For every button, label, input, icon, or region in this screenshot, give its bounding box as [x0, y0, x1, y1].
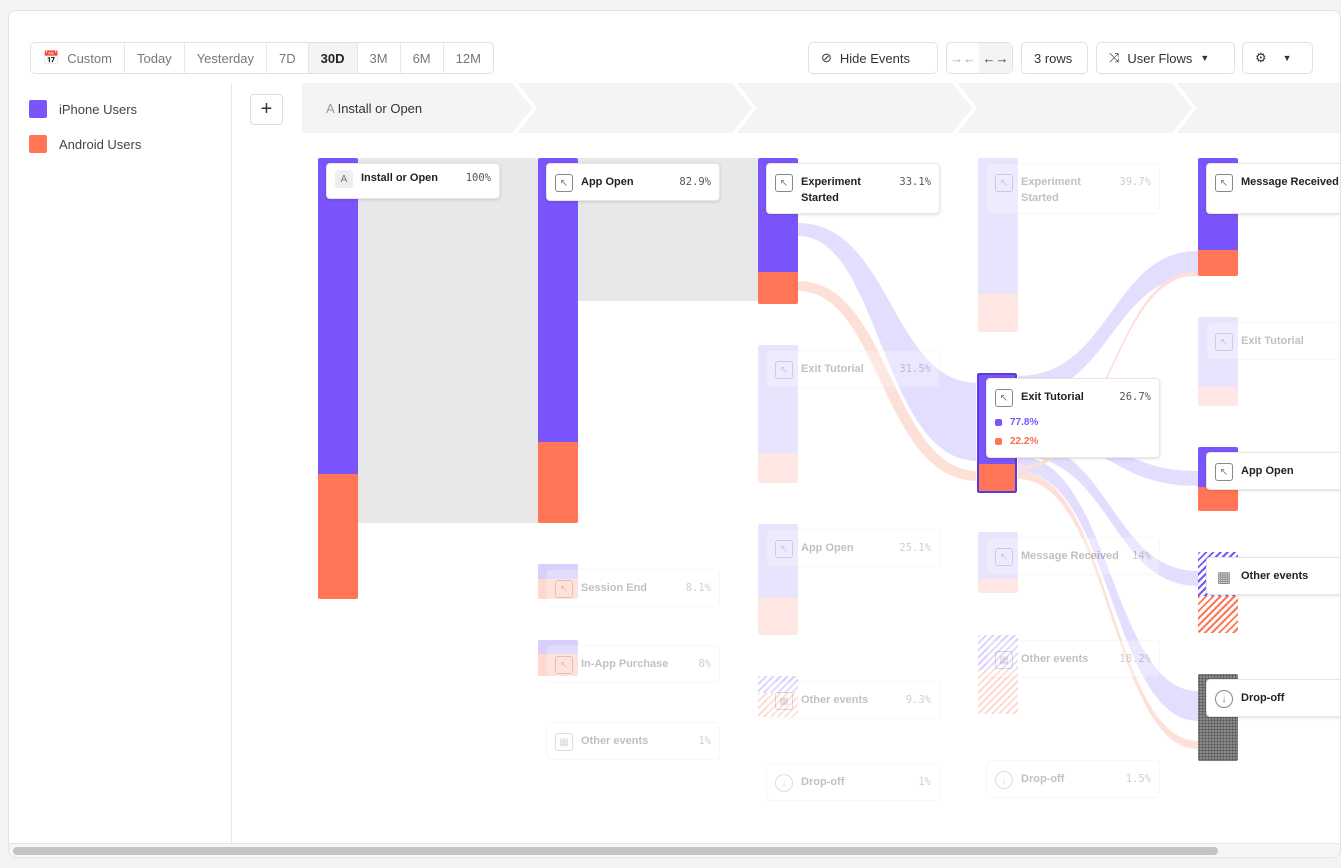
legend-android[interactable]: Android Users	[29, 135, 141, 153]
step-1	[302, 83, 532, 133]
date-range-3m[interactable]: 3M	[358, 43, 401, 73]
cursor-icon: ↖	[1215, 463, 1233, 481]
date-range-7d[interactable]: 7D	[267, 43, 309, 73]
legend-iphone[interactable]: iPhone Users	[29, 100, 137, 118]
cursor-icon: ↖	[775, 174, 793, 192]
cursor-icon: ↖	[555, 174, 573, 192]
expand-toggle: →← ←→	[946, 42, 1013, 74]
grid-icon: ▦	[1216, 569, 1232, 586]
node-bar[interactable]	[758, 676, 798, 717]
node-card[interactable]: ▦ Other events 18.2%	[986, 640, 1160, 678]
cursor-icon: ↖	[995, 174, 1013, 192]
cursor-icon: ↖	[555, 656, 573, 674]
node-card-selected[interactable]: ↖ Exit Tutorial 26.7% 77.8% 22.2%	[986, 378, 1160, 458]
node-card[interactable]: ↓ Drop-off	[1206, 679, 1340, 717]
node-card[interactable]: ↖ In-App Purchase 8%	[546, 645, 720, 683]
node-card[interactable]: ↖ App Open 82.9%	[546, 163, 720, 201]
grid-icon: ▦	[775, 692, 793, 710]
date-range-custom[interactable]: 📅 Custom	[31, 43, 125, 73]
date-range-30d[interactable]: 30D	[308, 43, 358, 73]
eye-off-icon: ⊘	[821, 50, 832, 65]
node-card[interactable]: ↖ Session End 8.1%	[546, 569, 720, 607]
node-card[interactable]: ↖ Message Received	[1206, 163, 1340, 214]
node-card[interactable]: ↖ App Open 25.1%	[766, 529, 940, 567]
add-step-button[interactable]: +	[250, 94, 283, 125]
settings-button[interactable]: ⚙ ▼	[1242, 42, 1313, 74]
cursor-icon: ↖	[995, 389, 1013, 407]
node-bar[interactable]	[318, 158, 358, 599]
cursor-icon: ↖	[555, 580, 573, 598]
iphone-share: 77.8%	[995, 417, 1151, 428]
arrow-down-circle-icon: ↓	[1215, 690, 1233, 708]
grid-icon: ▦	[995, 651, 1013, 669]
legend-swatch	[29, 100, 47, 118]
node-card[interactable]: ↖ Experiment Started 33.1%	[766, 163, 940, 214]
node-card[interactable]: ↖ Exit Tutorial	[1206, 322, 1340, 360]
arrow-down-circle-icon: ↓	[775, 774, 793, 792]
node-card[interactable]: ↖ Exit Tutorial 31.5%	[766, 350, 940, 388]
step-header	[302, 83, 1340, 133]
node-bar[interactable]	[758, 524, 798, 635]
arrow-down-circle-icon: ↓	[995, 771, 1013, 789]
legend-swatch	[29, 135, 47, 153]
node-bar[interactable]	[538, 640, 578, 676]
android-share: 22.2%	[995, 436, 1151, 447]
scrollbar-thumb[interactable]	[13, 847, 1218, 855]
step-3	[737, 83, 972, 133]
date-range-today[interactable]: Today	[125, 43, 185, 73]
node-card[interactable]: ▦ Other events 9.3%	[766, 681, 940, 719]
node-card[interactable]: A Install or Open 100%	[326, 163, 500, 199]
cursor-icon: ↖	[775, 361, 793, 379]
node-bar[interactable]	[538, 158, 578, 523]
flows-icon: ⤨	[1109, 50, 1120, 65]
node-bar[interactable]	[538, 564, 578, 599]
step-4	[957, 83, 1192, 133]
node-card[interactable]: ▦ Other events	[1206, 557, 1340, 595]
cursor-icon: ↖	[1215, 333, 1233, 351]
divider	[231, 83, 232, 843]
gear-icon: ⚙	[1255, 50, 1267, 65]
collapse-icon[interactable]: →←	[950, 50, 976, 66]
step-5	[1177, 83, 1340, 133]
hide-events-button[interactable]: ⊘ Hide Events	[808, 42, 938, 74]
calendar-icon: 📅	[43, 50, 60, 65]
chevron-down-icon: ▼	[1200, 53, 1210, 63]
node-card[interactable]: ↖ App Open	[1206, 452, 1340, 490]
node-card[interactable]: ↖ Message Received 14%	[986, 537, 1160, 575]
node-bar[interactable]	[1198, 317, 1238, 406]
date-range-selector: 📅 Custom Today Yesterday 7D 30D 3M 6M 12M	[30, 42, 494, 74]
node-card[interactable]: ↓ Drop-off 1%	[766, 763, 940, 801]
node-card[interactable]: ↓ Drop-off 1.5%	[986, 760, 1160, 798]
step-2	[517, 83, 752, 133]
node-bar[interactable]	[978, 532, 1018, 593]
cursor-icon: ↖	[1215, 174, 1233, 192]
grid-icon: ▦	[555, 733, 573, 751]
event-letter-icon: A	[335, 170, 353, 188]
user-flows-panel: 📅 Custom Today Yesterday 7D 30D 3M 6M 12M…	[8, 10, 1341, 858]
step-1-label[interactable]: A Install or Open	[326, 101, 423, 116]
date-range-yesterday[interactable]: Yesterday	[185, 43, 268, 73]
node-card[interactable]: ↖ Experiment Started 39.7%	[986, 163, 1160, 214]
cursor-icon: ↖	[775, 540, 793, 558]
flow-links	[358, 158, 1198, 749]
rows-button[interactable]: 3 rows	[1021, 42, 1088, 74]
node-bar[interactable]	[978, 158, 1018, 332]
expand-icon[interactable]: ←→	[979, 43, 1012, 73]
cursor-icon: ↖	[995, 548, 1013, 566]
node-card[interactable]: ▦ Other events 1%	[546, 722, 720, 760]
view-selector[interactable]: ⤨ User Flows ▼	[1096, 42, 1235, 74]
horizontal-scrollbar[interactable]	[9, 843, 1340, 857]
date-range-12m[interactable]: 12M	[455, 50, 481, 66]
chevron-down-icon: ▼	[1282, 53, 1292, 63]
date-range-6m[interactable]: 6M	[401, 43, 444, 73]
